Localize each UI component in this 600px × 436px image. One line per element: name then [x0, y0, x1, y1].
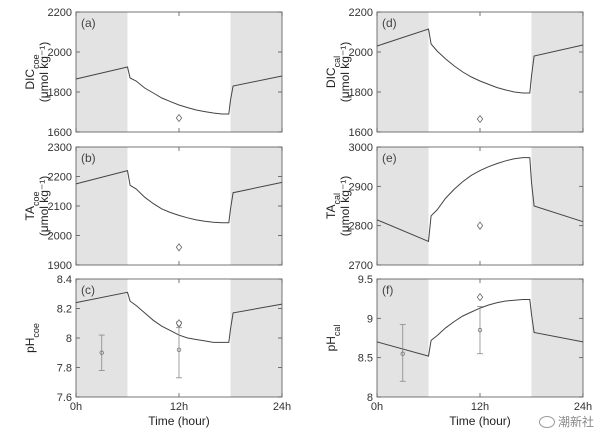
y-tick-label: 2800 — [349, 221, 373, 233]
y-tick-label: 2700 — [349, 260, 373, 272]
y-tick-label: 2200 — [48, 7, 72, 19]
x-axis-label: Time (hour) — [449, 414, 511, 428]
y-tick-label: 2000 — [349, 47, 373, 59]
shaded-region — [531, 12, 583, 132]
watermark-text: 潮新社 — [557, 415, 594, 429]
error-point — [477, 327, 483, 333]
y-axis-unit: (μmol kg⁻¹) — [37, 42, 51, 103]
x-tick-label: 24h — [273, 401, 291, 413]
shaded-region — [230, 147, 282, 265]
shaded-region — [230, 279, 282, 397]
shaded-region — [76, 12, 128, 132]
shaded-region — [76, 147, 128, 265]
y-axis-unit: (μmol kg⁻¹) — [338, 176, 352, 237]
observation-marker — [175, 113, 183, 123]
y-tick-label: 1600 — [48, 127, 72, 139]
y-axis-unit: (μmol kg⁻¹) — [338, 42, 352, 103]
y-axis-label: TAcal — [324, 193, 342, 219]
y-tick-label: 2000 — [48, 231, 72, 243]
y-tick-label: 8 — [367, 392, 373, 404]
observation-marker — [175, 319, 183, 328]
y-tick-label: 1900 — [48, 260, 72, 272]
error-point — [400, 351, 405, 356]
y-tick-label: 7.8 — [57, 363, 72, 375]
y-axis-label: pHcal — [324, 325, 342, 352]
y-tick-label: 1800 — [48, 87, 72, 99]
y-tick-label: 8.5 — [358, 353, 373, 365]
y-tick-label: 1600 — [349, 127, 373, 139]
y-tick-label: 2200 — [349, 7, 373, 19]
x-tick-label: 0h — [70, 401, 82, 413]
y-tick-label: 3000 — [349, 142, 373, 154]
shaded-region — [531, 147, 583, 265]
x-tick-label: 0h — [371, 401, 383, 413]
panel-f: 8 8.5 9 9.5 0h 12h 24h (f) pHcal Time (hour) — [324, 274, 592, 428]
model-line — [75, 66, 283, 115]
shaded-region — [230, 12, 282, 132]
shaded-region — [377, 147, 429, 265]
y-axis-label: DICcoe — [23, 54, 41, 89]
panel-label: (c) — [81, 283, 95, 297]
panel-c: 7.6 7.8 8 8.2 8.4 0h 12h 24h (c) pHcoe Time (hour) — [23, 274, 291, 428]
panel-label: (e) — [382, 151, 397, 165]
x-tick-label: 12h — [471, 401, 489, 413]
y-tick-label: 1800 — [349, 87, 373, 99]
panel-label: (b) — [81, 151, 96, 165]
y-tick-label: 2300 — [48, 142, 72, 154]
observation-marker — [476, 221, 484, 230]
x-tick-label: 24h — [574, 401, 592, 413]
x-tick-label: 12h — [170, 401, 188, 413]
y-tick-label: 8.4 — [57, 274, 72, 286]
shaded-region — [377, 12, 429, 132]
observation-marker — [476, 292, 484, 302]
model-line — [75, 291, 283, 343]
shaded-region — [531, 279, 583, 397]
watermark: 潮新社 — [538, 413, 594, 430]
panel-label: (a) — [81, 16, 96, 30]
observation-marker — [476, 114, 484, 124]
y-tick-label: 9 — [367, 313, 373, 325]
panel-a: 1600 1800 2000 2200 (a) DICcoe(μmol kg⁻¹) — [23, 7, 283, 139]
model-line — [376, 299, 584, 357]
panel-b: 1900 2000 2100 2200 2300 (b) TAcoe(μmol kg⁻¹) — [23, 142, 283, 272]
observation-marker — [175, 243, 183, 252]
y-axis-label: pHcoe — [23, 323, 41, 353]
y-tick-label: 2100 — [48, 201, 72, 213]
error-point — [176, 347, 182, 352]
panel-label: (d) — [382, 16, 397, 30]
panel-d: 1600 1800 2000 2200 (d) DICcal(μmol kg⁻¹) — [324, 7, 584, 139]
y-axis-label: DICcal — [324, 56, 342, 88]
y-tick-label: 2900 — [349, 181, 373, 193]
model-line — [75, 169, 283, 224]
y-tick-label: 8.2 — [57, 304, 72, 316]
y-tick-label: 9.5 — [358, 274, 373, 286]
y-tick-label: 2200 — [48, 172, 72, 184]
y-tick-label: 8 — [66, 333, 72, 345]
y-axis-unit: (μmol kg⁻¹) — [37, 176, 51, 237]
model-line — [376, 28, 584, 94]
x-axis-label: Time (hour) — [148, 414, 210, 428]
y-axis-label: TAcoe — [23, 192, 41, 221]
wechat-icon — [538, 415, 555, 428]
error-point — [99, 350, 104, 355]
model-line — [376, 157, 584, 243]
y-tick-label: 7.6 — [57, 392, 72, 404]
y-tick-label: 2000 — [48, 47, 72, 59]
panel-e: 2700 2800 2900 3000 (e) TAcal(μmol kg⁻¹) — [324, 142, 584, 272]
panel-label: (f) — [382, 283, 393, 297]
